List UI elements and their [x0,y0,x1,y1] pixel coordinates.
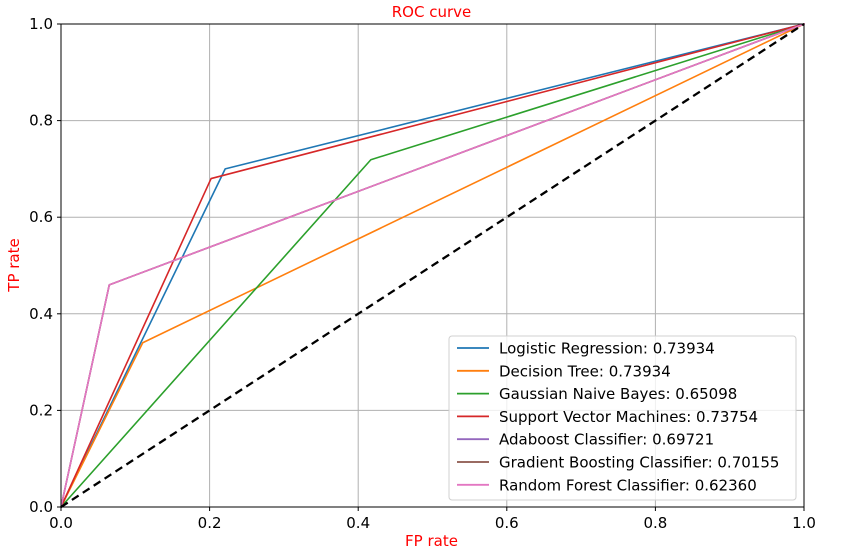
legend-label: Adaboost Classifier: 0.69721 [499,431,714,449]
random-baseline-line [60,23,805,508]
y-axis-label: TP rate [5,238,23,292]
roc-series-line-1 [60,23,805,508]
y-tick-label: 0.8 [29,112,53,130]
roc-series-line-4 [60,23,805,508]
legend-label: Gradient Boosting Classifier: 0.70155 [499,454,779,472]
ticks-layer: 0.0 0.2 0.4 0.6 0.8 1.0 0.0 0.2 0.4 0.6 0.8 1.0 [29,15,816,532]
y-tick-label: 0.2 [29,401,53,419]
legend-box [448,335,797,501]
series-layer [60,23,805,508]
legend: Logistic Regression: 0.73934 Decision Tre… [448,335,797,501]
x-tick-label: 0.2 [198,514,222,532]
legend-label: Decision Tree: 0.73934 [499,362,671,380]
legend-label: Random Forest Classifier: 0.62360 [499,476,757,494]
roc-series-line-7 [60,23,805,508]
x-tick-label: 0.6 [495,514,519,532]
legend-label: Logistic Regression: 0.73934 [499,340,715,358]
roc-series-line-2 [60,23,805,508]
x-axis-label: FP rate [405,532,458,550]
x-tick-label: 0.0 [49,514,73,532]
x-tick-label: 1.0 [792,514,816,532]
chart-title: ROC curve [392,3,472,21]
y-tick-label: 0.0 [29,498,53,516]
plot-frame [60,23,805,508]
y-tick-label: 1.0 [29,15,53,33]
y-tick-label: 0.6 [29,208,53,226]
x-tick-label: 0.4 [346,514,370,532]
y-tick-label: 0.4 [29,305,53,323]
legend-label: Gaussian Naive Bayes: 0.65098 [499,385,737,403]
x-tick-label: 0.8 [643,514,667,532]
legend-label: Support Vector Machines: 0.73754 [499,408,758,426]
roc-series-line-3 [60,23,805,508]
axes-layer [60,23,805,508]
